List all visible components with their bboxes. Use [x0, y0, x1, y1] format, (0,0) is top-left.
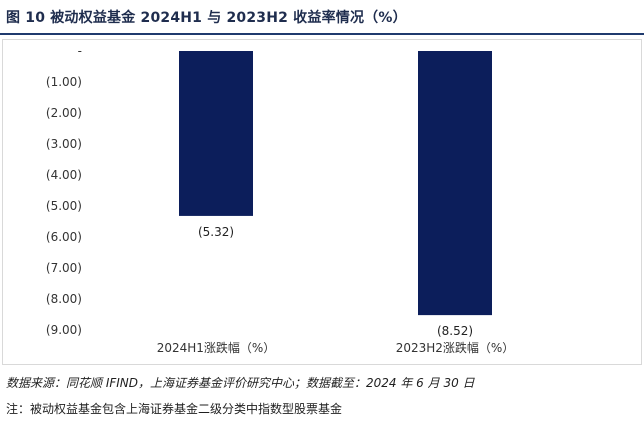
y-tick-label: (1.00)	[46, 75, 82, 89]
plot-frame	[2, 39, 642, 365]
y-tick-label: (4.00)	[46, 168, 82, 182]
bar	[418, 51, 492, 316]
category-label: 2024H1涨跌幅（%）	[157, 340, 276, 355]
chart-title: 图 10 被动权益基金 2024H1 与 2023H2 收益率情况（%）	[6, 10, 407, 26]
category-label: 2023H2涨跌幅（%）	[396, 340, 515, 355]
data-label: (5.32)	[198, 225, 234, 239]
y-tick-label: (2.00)	[46, 106, 82, 120]
y-tick-label: (6.00)	[46, 230, 82, 244]
bar	[179, 51, 253, 216]
y-tick-label: (5.00)	[46, 199, 82, 213]
y-tick-label: -	[78, 44, 82, 58]
footnote: 注：被动权益基金包含上海证券基金二级分类中指数型股票基金	[6, 402, 343, 416]
y-tick-label: (3.00)	[46, 137, 82, 151]
title-divider	[0, 33, 644, 35]
data-label: (8.52)	[437, 324, 473, 338]
data-source-note: 数据来源：同花顺 IFIND，上海证券基金评价研究中心；数据截至：2024 年 …	[6, 376, 475, 390]
y-tick-label: (9.00)	[46, 323, 82, 337]
y-tick-label: (8.00)	[46, 292, 82, 306]
y-tick-label: (7.00)	[46, 261, 82, 275]
